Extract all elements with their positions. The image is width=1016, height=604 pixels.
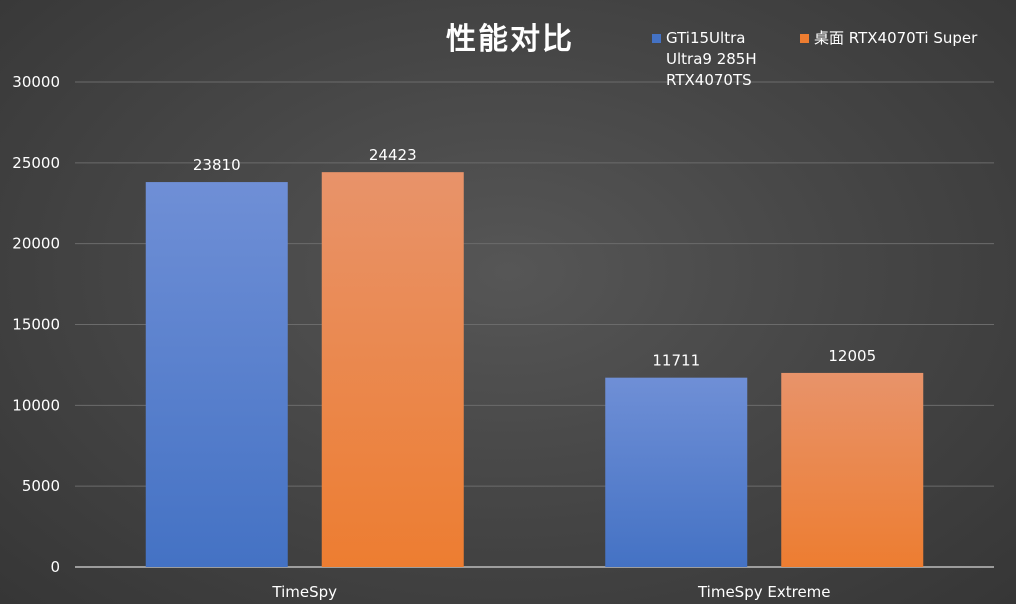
data-label: 11711 — [652, 352, 700, 370]
data-label: 23810 — [193, 156, 241, 174]
y-tick-label: 30000 — [12, 73, 60, 91]
legend-entry-desktop: 桌面 RTX4070Ti Super — [800, 28, 977, 49]
y-tick-label: 20000 — [12, 235, 60, 253]
y-tick-label: 25000 — [12, 154, 60, 172]
legend-entry-gti15ultra: GTi15Ultra Ultra9 285H RTX4070TS — [652, 28, 757, 91]
x-tick-label: TimeSpy — [271, 583, 337, 601]
x-tick-label: TimeSpy Extreme — [697, 583, 831, 601]
legend-swatch-blue — [652, 34, 661, 43]
bar — [605, 377, 748, 567]
data-label: 24423 — [369, 146, 417, 164]
y-tick-label: 0 — [50, 558, 60, 576]
bar — [145, 182, 288, 568]
legend-swatch-orange — [800, 34, 809, 43]
bar — [781, 372, 924, 567]
legend-label: 桌面 RTX4070Ti Super — [814, 29, 978, 47]
y-tick-label: 10000 — [12, 396, 60, 414]
legend-label: GTi15Ultra Ultra9 285H RTX4070TS — [666, 29, 757, 89]
bar — [321, 172, 464, 567]
data-label: 12005 — [828, 347, 876, 365]
y-tick-label: 15000 — [12, 316, 60, 334]
y-tick-label: 5000 — [22, 477, 60, 495]
chart-title: 性能对比 — [446, 22, 574, 57]
